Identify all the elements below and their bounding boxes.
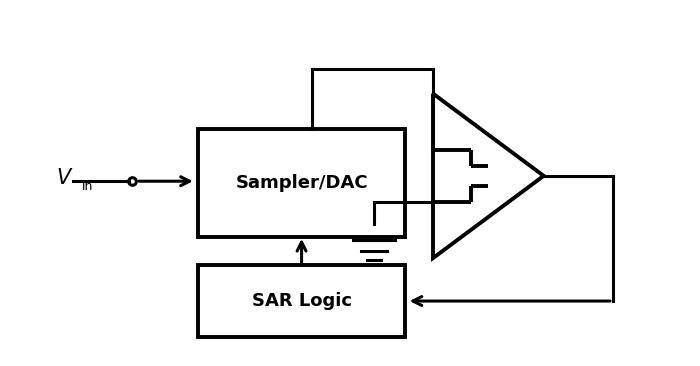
Text: $\it{V}$: $\it{V}$ [56, 168, 74, 188]
Text: in: in [83, 180, 94, 193]
Bar [198, 129, 405, 237]
Text: Sampler/DAC: Sampler/DAC [235, 174, 368, 192]
Text: SAR Logic: SAR Logic [251, 292, 351, 310]
Bar [198, 265, 405, 337]
